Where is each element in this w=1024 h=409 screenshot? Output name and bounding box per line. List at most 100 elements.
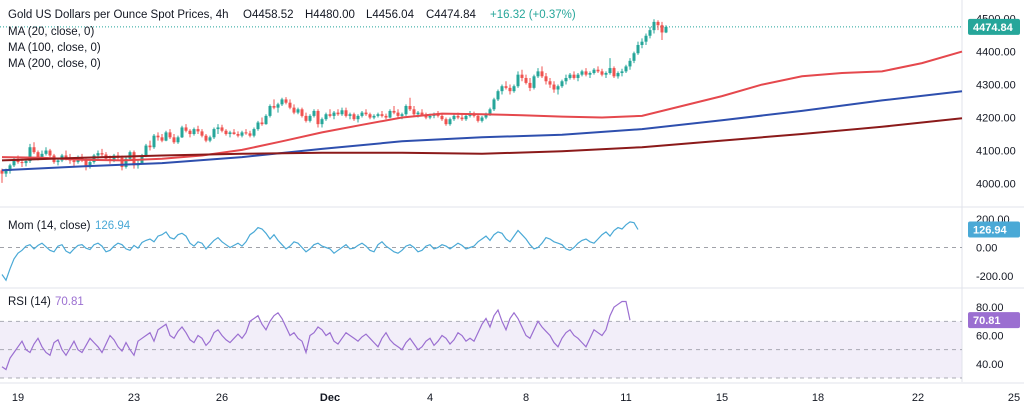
legend-ma100[interactable]: MA (100, close, 0) [8,42,101,54]
candle-body [576,74,580,78]
candle-body [512,86,516,92]
candle-body [496,91,500,100]
candle-body [388,110,392,118]
x-tick-label: 23 [128,392,140,404]
y-tick-label: 60.00 [976,331,1004,343]
candle-body [168,132,172,138]
rsi-value: 70.81 [55,296,84,308]
x-tick-label: 22 [912,392,924,404]
candle-body [0,170,4,174]
ohlc-high: H4480.00 [305,9,355,21]
candle-body [188,130,192,135]
y-tick-label: 40.00 [976,359,1004,371]
candle-body [516,74,520,87]
ma-line-2 [1,117,963,162]
candle-body [304,115,308,121]
candle-body [192,129,196,135]
candle-body [300,109,304,116]
candle-body [548,81,552,85]
y-tick-label: 4000.00 [976,179,1016,191]
candle-body [452,115,456,120]
candle-body [100,153,104,155]
candle-body [492,99,496,110]
candle-body [404,106,408,115]
rsi-pane[interactable] [1,300,631,371]
price-pane[interactable] [0,19,668,183]
candle-body [248,133,252,136]
candle-body [532,76,536,88]
candle-body [396,112,400,116]
candle-body [284,99,288,103]
candle-body [336,112,340,115]
candle-body [560,81,564,87]
mom-line [1,221,639,282]
candle-body [536,71,540,77]
candle-body [56,160,60,163]
candle-body [268,106,272,116]
candle-body [152,135,156,148]
momentum-pane[interactable] [1,221,639,282]
candle-body [460,117,464,120]
candle-body [480,117,484,121]
candle-body [420,112,424,115]
candle-body [16,159,20,163]
last-price-badge [968,18,1020,35]
candle-body [348,114,352,116]
candle-body [484,114,488,118]
candle-body [204,135,208,141]
candle-body [468,114,472,116]
legend-ma200[interactable]: MA (200, close, 0) [8,58,101,70]
candle-body [352,114,356,120]
candle-body [504,86,508,88]
candle-body [200,131,204,136]
candle-body [36,152,40,158]
candle-body [424,114,428,118]
candle-body [412,109,416,115]
y-tick-label: 80.00 [976,302,1004,314]
candle-body [228,132,232,135]
candle-body [440,115,444,120]
mom-legend[interactable]: Mom (14, close) [8,220,91,232]
candle-body [400,114,404,116]
candle-body [64,155,68,158]
candle-body [212,129,216,138]
candle-body [600,71,604,75]
candle-body [132,152,136,166]
candle-body [144,145,148,156]
candle-body [112,155,116,161]
candle-body [652,21,656,31]
candle-body [260,122,264,125]
candle-body [428,115,432,118]
candle-body [20,162,24,164]
x-tick-label: 4 [427,392,433,404]
candle-body [624,66,628,72]
candle-body [616,73,620,77]
candle-body [24,161,28,164]
y-tick-label: 0.00 [976,243,997,255]
rsi-legend[interactable]: RSI (14) [8,296,51,308]
candle-body [244,132,248,134]
y-tick-label: -200.00 [976,271,1013,283]
candle-body [48,150,52,156]
candle-body [500,86,504,92]
candle-body [392,110,396,113]
candle-body [564,77,568,82]
legend-ma20[interactable]: MA (20, close, 0) [8,26,94,38]
candle-body [308,115,312,121]
x-tick-label: Dec [320,392,340,404]
candle-body [264,115,268,125]
candle-body [176,137,180,143]
candle-body [544,76,548,82]
x-tick-label: 11 [620,392,631,404]
candle-body [640,41,644,45]
x-tick-label: 26 [216,392,228,404]
candle-body [232,132,236,135]
y-tick-label: 4300.00 [976,80,1016,92]
candle-body [448,119,452,125]
candle-body [364,112,368,115]
candle-body [208,137,212,141]
candle-body [72,160,76,163]
ohlc-close: C4474.84 [426,9,476,21]
candle-body [288,102,292,108]
